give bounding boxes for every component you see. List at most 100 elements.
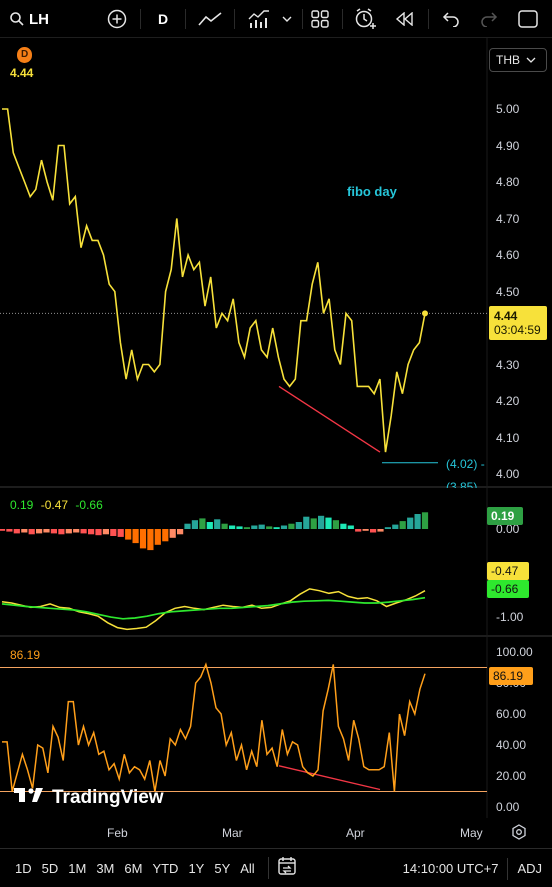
macd-axis-tick: -1.00 xyxy=(496,610,524,624)
range-1y[interactable]: 1Y xyxy=(188,860,205,876)
macd-histogram-bar xyxy=(421,512,429,529)
macd-histogram-bar xyxy=(36,529,43,534)
tradingview-logo-text: TradingView xyxy=(52,787,164,808)
chevron-down-icon xyxy=(282,15,292,23)
time-label-mar: Mar xyxy=(222,826,243,840)
macd-histogram-bar xyxy=(21,529,28,533)
macd-histogram-bar xyxy=(325,517,332,529)
range-ytd[interactable]: YTD xyxy=(152,860,179,876)
price-axis-tick: 5.00 xyxy=(496,102,520,116)
fullscreen-button[interactable] xyxy=(514,0,542,38)
macd-histogram-bar xyxy=(362,529,369,531)
goto-date-icon[interactable] xyxy=(277,856,297,881)
redo-button[interactable] xyxy=(476,0,502,38)
macd-histogram-bar xyxy=(0,529,6,531)
add-symbol-icon xyxy=(107,9,127,29)
range-all[interactable]: All xyxy=(240,860,255,876)
price-line xyxy=(2,108,426,453)
macd-histogram-bar xyxy=(110,529,117,536)
settings-icon[interactable] xyxy=(511,824,527,845)
toolbar-separator xyxy=(302,9,303,29)
macd-pane[interactable] xyxy=(0,512,429,631)
rsi-pane[interactable] xyxy=(0,662,487,792)
macd-histogram-bar xyxy=(147,529,154,551)
macd-histogram-bar xyxy=(251,525,258,529)
chart-type-button[interactable] xyxy=(196,0,224,38)
range-5y[interactable]: 5Y xyxy=(214,860,231,876)
macd-histogram-bar xyxy=(50,529,57,534)
macd-signal-badge: -0.66 xyxy=(487,580,529,598)
range-3m[interactable]: 3M xyxy=(96,860,115,876)
replay-button[interactable] xyxy=(392,0,418,38)
macd-histogram-bar xyxy=(80,529,87,534)
undo-button[interactable] xyxy=(438,0,464,38)
macd-signal-value: -0.66 xyxy=(75,498,103,512)
signal-line xyxy=(1,596,426,620)
macd-line-value: -0.47 xyxy=(40,498,69,512)
range-1m[interactable]: 1M xyxy=(68,860,87,876)
macd-histogram-bar xyxy=(347,525,354,529)
macd-histogram-bar xyxy=(132,529,139,544)
tradingview-logo[interactable]: TradingView xyxy=(14,786,164,810)
last-value-legend: 4.44 xyxy=(10,66,34,80)
alert-button[interactable] xyxy=(352,0,380,38)
symbol-search-button[interactable]: LH xyxy=(6,0,52,38)
layouts-button[interactable] xyxy=(308,0,332,38)
currency-button[interactable]: THB xyxy=(489,48,547,72)
rsi-legend: 86.19 xyxy=(10,648,41,662)
range-6m[interactable]: 6M xyxy=(124,860,143,876)
indicators-menu-button[interactable] xyxy=(278,0,296,38)
macd-histogram-bar xyxy=(88,529,95,535)
line-chart-icon xyxy=(198,11,222,27)
macd-histogram-bar xyxy=(303,516,310,529)
macd-histogram-bar xyxy=(125,529,132,540)
symbol-name: LH xyxy=(29,10,49,28)
undo-icon xyxy=(442,11,460,27)
rsi-divergence-line xyxy=(278,765,381,791)
price-pane[interactable] xyxy=(0,108,487,464)
interval-label: D xyxy=(157,11,169,27)
add-symbol-button[interactable] xyxy=(104,0,130,38)
toolbar-separator xyxy=(342,9,343,29)
divergence-line xyxy=(278,385,381,453)
macd-histogram-bar xyxy=(273,527,280,529)
rsi-axis-tick: 0.00 xyxy=(496,800,520,814)
time-label-apr: Apr xyxy=(346,826,365,840)
fullscreen-icon xyxy=(518,10,538,28)
layouts-icon xyxy=(311,10,329,28)
bottom-separator xyxy=(267,857,269,879)
price-axis-tick: 4.50 xyxy=(496,284,520,299)
time-label-feb: Feb xyxy=(107,826,128,840)
macd-histogram-bar xyxy=(177,529,184,535)
macd-histogram-bar xyxy=(266,526,273,529)
toolbar-separator xyxy=(185,9,186,29)
range-1d[interactable]: 1D xyxy=(15,860,32,876)
fibo-annotation[interactable]: fibo day xyxy=(347,184,397,199)
macd-histogram-bar xyxy=(169,529,176,538)
macd-histogram-bar xyxy=(6,529,13,532)
macd-histogram-bar xyxy=(295,522,302,529)
macd-histogram-bar xyxy=(414,514,421,529)
chart-canvas[interactable] xyxy=(0,38,552,848)
macd-axis-tick: 0.00 xyxy=(496,522,520,536)
macd-histogram-bar xyxy=(332,520,339,529)
macd-histogram-bar xyxy=(340,523,347,529)
time-axis[interactable]: Feb Mar Apr May xyxy=(0,818,552,846)
source-badge: D xyxy=(17,47,33,63)
macd-histogram-bar xyxy=(221,523,228,529)
macd-histogram-bar xyxy=(65,529,72,534)
macd-histogram-bar xyxy=(384,527,391,529)
rsi-axis-tick: 40.00 xyxy=(496,738,527,752)
macd-histogram-bar xyxy=(191,520,198,529)
macd-histogram-bar xyxy=(154,529,161,545)
range-5d[interactable]: 5D xyxy=(41,860,59,876)
indicators-button[interactable] xyxy=(246,0,272,38)
macd-histogram-bar xyxy=(392,524,399,529)
rsi-line xyxy=(2,662,426,792)
macd-histogram-bar xyxy=(280,525,288,529)
interval-button[interactable]: D xyxy=(152,0,174,38)
adjust-button[interactable]: ADJ xyxy=(517,861,542,876)
macd-histogram-bar xyxy=(258,524,265,529)
currency-label: THB xyxy=(496,53,520,67)
timezone-button[interactable]: 14:10:00 UTC+7 xyxy=(402,861,499,876)
